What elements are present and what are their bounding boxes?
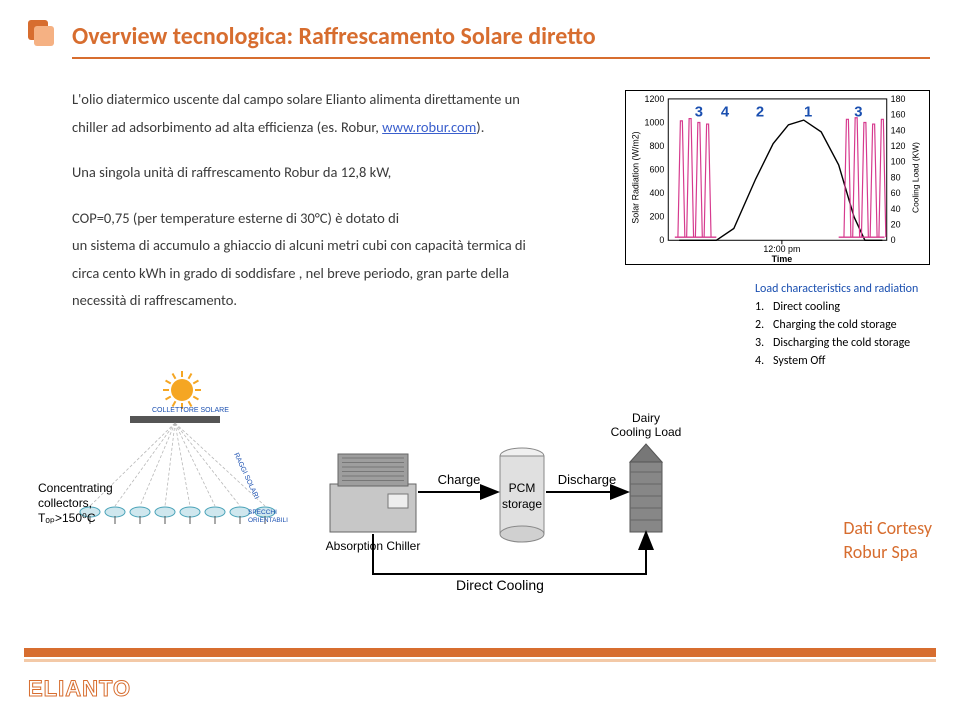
svg-text:800: 800: [649, 141, 664, 151]
svg-text:80: 80: [891, 172, 901, 182]
svg-text:COLLETTORE SOLARE: COLLETTORE SOLARE: [152, 407, 229, 414]
courtesy-l1: Dati Cortesy: [843, 517, 932, 540]
svg-text:12:00 pm: 12:00 pm: [763, 244, 800, 254]
svg-text:Concentrating: Concentrating: [38, 481, 113, 495]
svg-text:1000: 1000: [645, 117, 665, 127]
body-text: L'olio diatermico uscente dal campo sola…: [72, 86, 552, 315]
svg-text:100: 100: [891, 157, 906, 167]
chart-legend: Load characteristics and radiation 1.Dir…: [755, 280, 945, 370]
svg-text:ORIENTABILI: ORIENTABILI: [248, 517, 288, 524]
page-title: Overview tecnologica: Raffrescamento Sol…: [72, 22, 930, 51]
svg-text:Tₒₚ>150⁰C: Tₒₚ>150⁰C: [38, 511, 96, 525]
svg-text:Discharge: Discharge: [558, 472, 617, 487]
svg-text:1200: 1200: [645, 94, 665, 104]
svg-text:Solar Radiation (W/m2): Solar Radiation (W/m2): [631, 131, 641, 223]
system-diagram: COLLETTORE SOLARE RAGGI SOLARI SPECCHIORIE…: [30, 364, 700, 594]
courtesy-l2: Robur Spa: [843, 541, 932, 564]
svg-text:2: 2: [756, 105, 764, 121]
svg-text:Direct Cooling: Direct Cooling: [456, 577, 544, 593]
svg-text:20: 20: [891, 220, 901, 230]
footer-bar: [24, 648, 936, 657]
p4: un sistema di accumulo a ghiaccio di alc…: [72, 232, 552, 315]
legend-item: 2.Charging the cold storage: [773, 316, 945, 334]
p1end: ).: [476, 118, 484, 136]
title-bar: Overview tecnologica: Raffrescamento Sol…: [72, 22, 930, 59]
legend-item: 3.Discharging the cold storage: [773, 334, 945, 352]
svg-text:Time: Time: [772, 254, 793, 264]
svg-text:Cooling Load: Cooling Load: [611, 425, 682, 439]
svg-text:Dairy: Dairy: [632, 411, 660, 425]
svg-text:0: 0: [891, 235, 896, 245]
svg-text:0: 0: [659, 235, 664, 245]
logo: ELIANTO: [28, 676, 960, 702]
legend-item: 4.System Off: [773, 352, 945, 370]
footer: ELIANTO: [0, 648, 960, 712]
svg-text:collectors,: collectors,: [38, 496, 92, 510]
svg-text:160: 160: [891, 110, 906, 120]
svg-text:40: 40: [891, 204, 901, 214]
svg-text:Cooling Load (KW): Cooling Load (KW): [910, 142, 920, 213]
footer-bar-inner: [24, 659, 936, 662]
svg-text:3: 3: [854, 105, 862, 121]
p3: COP=0,75 (per temperature esterne di 30°…: [72, 205, 552, 233]
svg-text:PCM: PCM: [509, 481, 536, 495]
svg-text:storage: storage: [502, 497, 542, 511]
courtesy-note: Dati Cortesy Robur Spa: [843, 517, 932, 564]
svg-text:1: 1: [804, 105, 812, 121]
svg-text:4: 4: [721, 105, 730, 121]
title-rule: [72, 57, 930, 59]
svg-text:RAGGI SOLARI: RAGGI SOLARI: [232, 452, 260, 500]
robur-link[interactable]: www.robur.com: [382, 118, 476, 136]
legend-head: Load characteristics and radiation: [755, 280, 945, 298]
p2: Una singola unità di raffrescamento Robu…: [72, 159, 552, 187]
svg-text:60: 60: [891, 188, 901, 198]
corner-icon: [28, 20, 54, 46]
load-radiation-chart: 0 200 400 600 800 1000 1200 0 20 40 60 80 100 120 140 1…: [625, 90, 930, 265]
svg-text:600: 600: [649, 165, 664, 175]
svg-text:SPECCHI: SPECCHI: [248, 509, 277, 516]
svg-text:200: 200: [649, 212, 664, 222]
svg-text:120: 120: [891, 141, 906, 151]
legend-item: 1.Direct cooling: [773, 298, 945, 316]
svg-text:140: 140: [891, 125, 906, 135]
svg-text:Charge: Charge: [438, 472, 481, 487]
svg-text:400: 400: [649, 188, 664, 198]
svg-text:180: 180: [891, 94, 906, 104]
svg-text:3: 3: [695, 105, 703, 121]
